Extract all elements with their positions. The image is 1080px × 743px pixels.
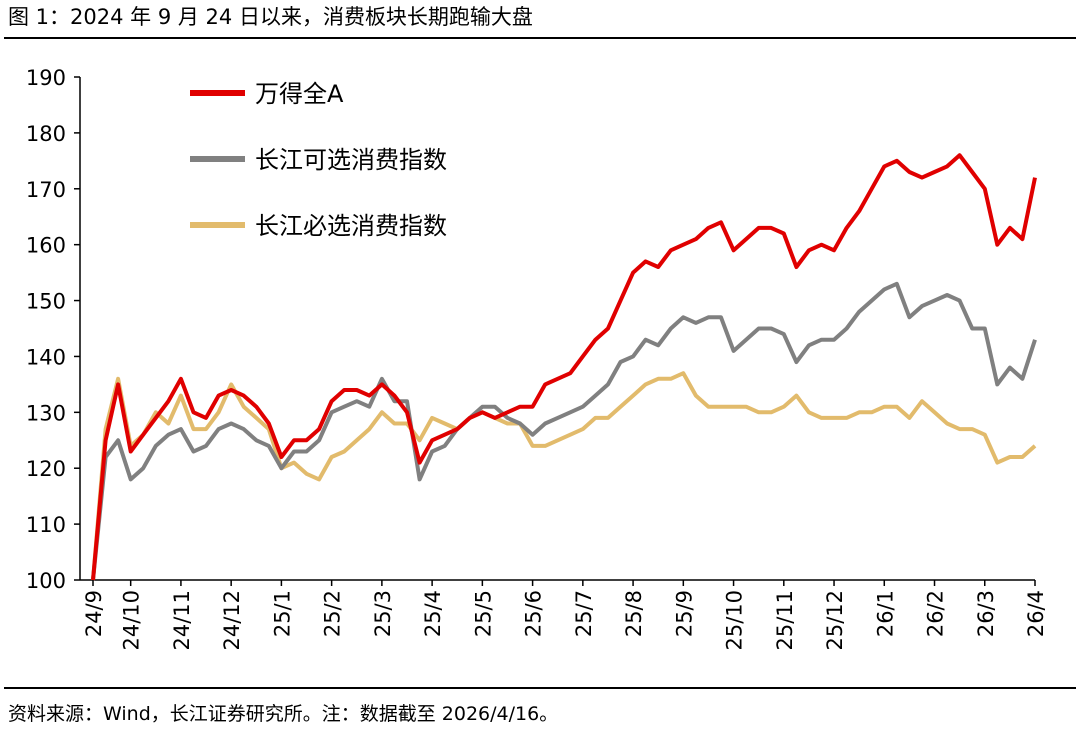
- y-tick-label: 160: [26, 234, 66, 258]
- x-tick-label: 26/1: [873, 590, 897, 637]
- x-tick-label: 25/4: [421, 590, 445, 637]
- legend-label: 万得全A: [255, 80, 344, 108]
- x-tick-label: 25/6: [522, 590, 546, 637]
- x-tick-label: 25/7: [572, 590, 596, 637]
- y-tick-label: 170: [26, 178, 66, 202]
- y-tick-label: 190: [26, 66, 66, 90]
- x-tick-label: 25/11: [773, 590, 797, 651]
- x-tick-label: 25/1: [270, 590, 294, 637]
- x-tick-label: 25/9: [672, 590, 696, 637]
- series-line: [91, 281, 1037, 581]
- x-tick-label: 25/12: [823, 590, 847, 651]
- y-tick-label: 110: [26, 513, 66, 537]
- legend-label: 长江必选消费指数: [255, 212, 447, 240]
- x-tick-label: 25/3: [371, 590, 395, 637]
- chart-title: 图 1：2024 年 9 月 24 日以来，消费板块长期跑输大盘: [8, 5, 533, 29]
- y-tick-label: 120: [26, 457, 66, 481]
- x-tick-label: 24/9: [82, 590, 106, 637]
- y-tick-label: 100: [26, 569, 66, 593]
- x-tick-label: 24/11: [170, 590, 194, 651]
- y-tick-label: 150: [26, 290, 66, 314]
- y-tick-label: 180: [26, 122, 66, 146]
- x-tick-label: 25/8: [622, 590, 646, 637]
- x-tick-label: 26/3: [974, 590, 998, 637]
- series-line: [91, 153, 1037, 581]
- y-tick-label: 130: [26, 401, 66, 425]
- x-tick-label: 25/10: [723, 590, 747, 651]
- legend-label: 长江可选消费指数: [255, 146, 447, 174]
- x-tick-label: 24/10: [120, 590, 144, 651]
- x-tick-label: 25/5: [471, 590, 495, 637]
- source-note: 资料来源：Wind，长江证券研究所。注：数据截至 2026/4/16。: [8, 703, 558, 725]
- x-tick-label: 26/2: [924, 590, 948, 637]
- x-tick-label: 25/2: [321, 590, 345, 637]
- y-tick-label: 140: [26, 345, 66, 369]
- x-tick-label: 24/12: [220, 590, 244, 651]
- x-tick-label: 26/4: [1024, 590, 1048, 637]
- series-line: [91, 371, 1037, 581]
